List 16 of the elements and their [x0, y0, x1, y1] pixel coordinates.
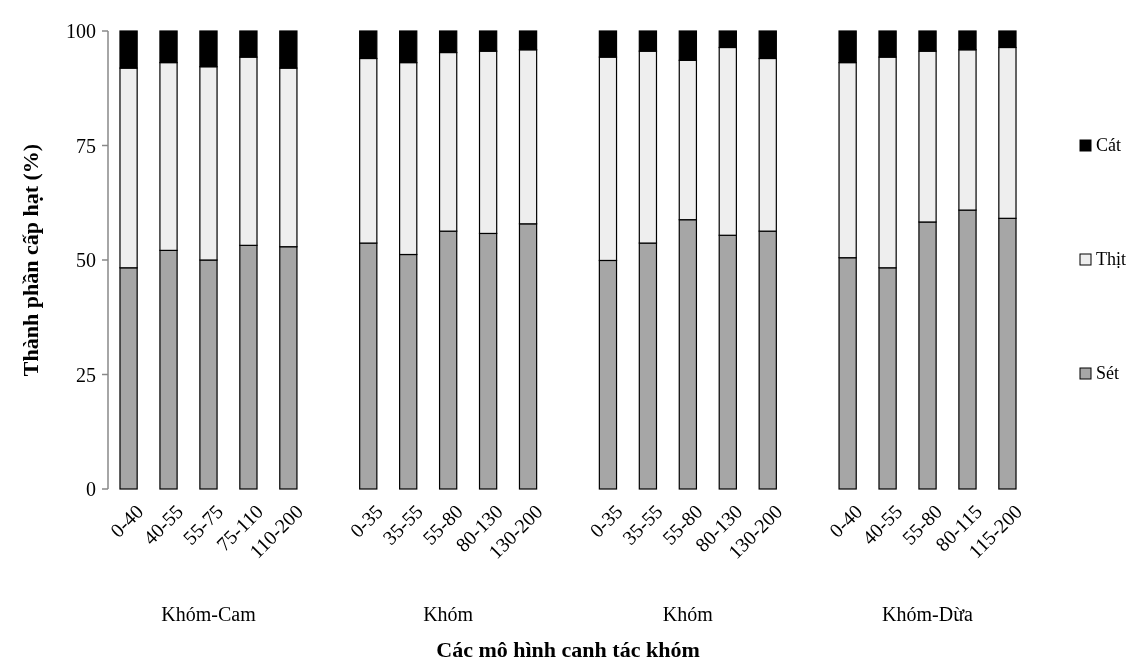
text: Khóm: [662, 603, 714, 625]
legend-label: Thịt: [1096, 249, 1126, 269]
y-tick-label: 0: [86, 478, 96, 500]
y-tick-label: 100: [66, 20, 96, 42]
text: Khóm: [423, 603, 474, 625]
x-axis-title: Các mô hình canh tác khóm: [436, 637, 700, 662]
y-axis-title: Thành phần cấp hạt (%): [18, 143, 43, 377]
y-tick-label: 75: [76, 134, 96, 157]
legend-label: Sét: [1096, 363, 1120, 383]
x-tick-label: 0-40: [105, 500, 148, 542]
legend-label: Cát: [1096, 135, 1121, 155]
y-tick-label: 50: [76, 249, 96, 271]
x-tick-label: 0-40: [824, 500, 867, 542]
text: Khóm-Cam: [161, 603, 257, 625]
text: Khóm-Dừa: [882, 603, 974, 625]
y-tick-label: 25: [76, 363, 96, 386]
